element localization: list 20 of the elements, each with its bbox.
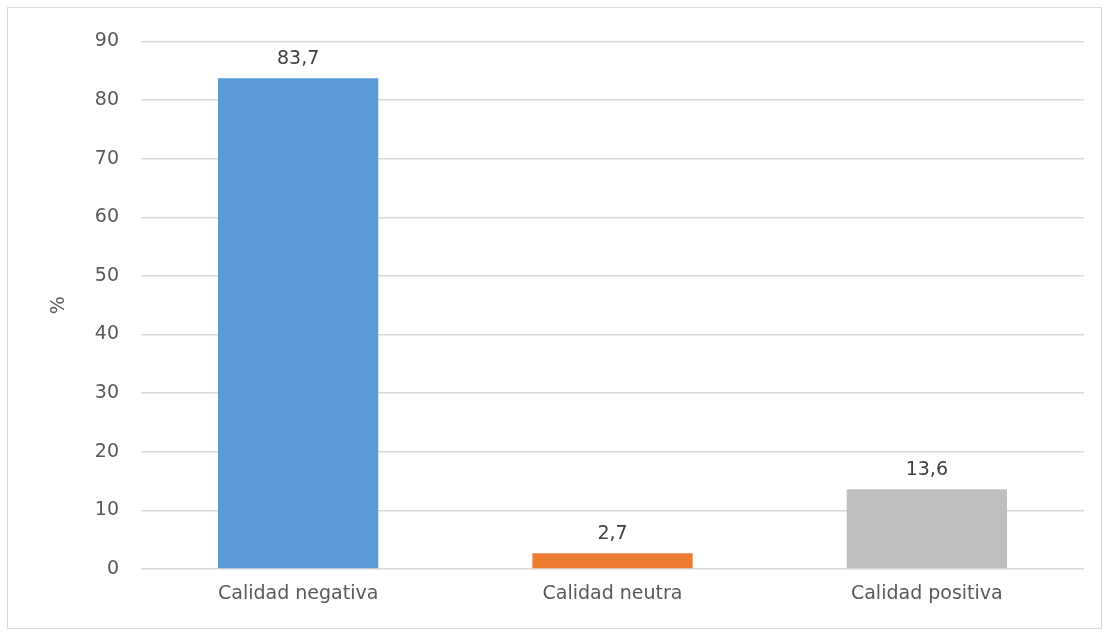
y-tick-label: 10 (94, 497, 119, 520)
y-tick-label: 50 (94, 262, 119, 285)
y-tick-label: 30 (94, 380, 119, 403)
x-tick-label: Calidad neutra (542, 581, 683, 604)
bar (846, 489, 1007, 569)
y-tick-label: 20 (94, 438, 119, 461)
y-tick-label: 0 (106, 555, 119, 578)
y-tick-label: 40 (94, 321, 119, 344)
data-label: 83,7 (277, 45, 320, 68)
y-axis-title: % (46, 296, 69, 315)
y-tick-label: 80 (94, 86, 119, 109)
data-label: 13,6 (905, 456, 948, 479)
x-tick-label: Calidad positiva (850, 581, 1003, 604)
bar (218, 78, 379, 569)
x-tick-label: Calidad negativa (218, 581, 379, 604)
y-tick-label: 70 (94, 145, 119, 168)
bar (532, 553, 693, 569)
y-tick-label: 90 (94, 28, 119, 51)
y-tick-label: 60 (94, 204, 119, 227)
data-label: 2,7 (597, 520, 628, 543)
